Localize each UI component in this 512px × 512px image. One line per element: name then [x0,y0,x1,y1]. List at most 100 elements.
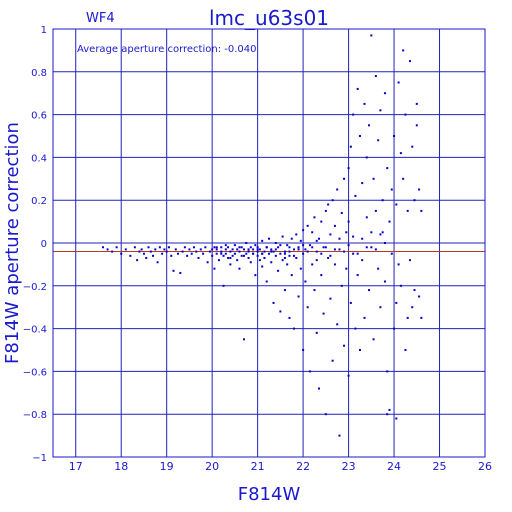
data-point [274,254,277,257]
y-tick-label: −0.4 [23,325,47,336]
data-point [138,250,141,253]
data-point [329,254,332,257]
x-tick-labels: 17 18 19 20 21 22 23 24 25 26 [69,460,492,473]
data-point [333,263,336,266]
data-point [133,246,136,249]
data-point [324,413,327,416]
y-tick-label: 1 [41,25,47,36]
data-point [261,252,264,255]
x-tick-label: 24 [387,460,401,473]
data-point [227,256,230,259]
data-point [365,246,368,249]
y-tick-label: 0.4 [31,153,47,164]
data-point [249,246,252,249]
data-point [161,252,164,255]
data-point [354,327,357,330]
data-point [227,246,230,249]
data-point [272,301,275,304]
data-point [268,237,270,240]
data-point [349,301,352,304]
data-point [261,265,264,268]
data-point [242,248,245,251]
data-point [381,231,384,234]
data-point [304,248,307,251]
data-point [290,274,293,277]
data-point [302,244,305,247]
data-point [352,113,355,116]
x-tick-label: 26 [478,460,492,473]
data-point [192,246,195,249]
data-point [338,434,341,437]
data-point [343,177,346,180]
data-point [277,269,280,272]
data-point [147,246,150,249]
data-point [358,349,361,351]
data-point [213,246,216,249]
x-tick-label: 18 [114,460,128,473]
data-point [302,349,305,351]
data-point [106,248,109,251]
data-point [263,256,266,259]
data-point [297,246,300,249]
data-point [236,259,239,262]
data-point [115,246,118,249]
data-point [215,246,218,249]
data-point [406,209,409,212]
data-point [215,248,218,251]
data-point [361,182,364,185]
data-point [386,370,389,373]
grid-lines [53,29,485,457]
data-point [324,246,327,249]
data-point [393,327,396,330]
data-point [411,145,414,148]
data-point [245,252,248,255]
data-point [306,250,309,253]
data-point [381,199,384,202]
data-point [399,284,402,287]
data-point [252,248,255,251]
data-point [331,199,334,202]
data-point [399,152,402,155]
data-point [136,259,139,262]
data-point [311,263,314,266]
data-point [306,224,309,227]
data-point [313,289,316,292]
data-point [256,246,259,249]
data-point [167,246,170,249]
data-point [411,306,414,309]
data-point [345,231,348,234]
corner-label: WF4 [86,11,115,26]
data-point [395,417,398,420]
data-point [388,408,391,411]
data-point [370,231,373,234]
data-point [383,280,386,283]
data-point [222,254,225,257]
data-point [258,259,261,262]
data-point [158,246,161,249]
data-point [145,256,148,259]
data-point [383,242,386,244]
data-point [390,252,393,255]
data-point [102,246,105,249]
data-point [211,248,214,251]
data-point [295,233,298,236]
x-tick-label: 19 [160,460,174,473]
data-point [318,237,321,240]
data-point [374,75,377,78]
data-point [370,246,373,249]
data-point [336,323,339,326]
x-tick-label: 20 [205,460,219,473]
data-point [315,250,318,253]
data-point [254,274,257,277]
data-point [195,250,198,253]
data-point [415,124,418,127]
data-point [345,267,348,270]
data-point [338,237,341,240]
data-point [242,254,245,257]
data-point [404,113,407,116]
data-point [420,316,423,319]
x-tick-label: 22 [296,460,310,473]
data-point [220,250,223,253]
data-point [229,256,232,259]
data-point [408,259,411,262]
